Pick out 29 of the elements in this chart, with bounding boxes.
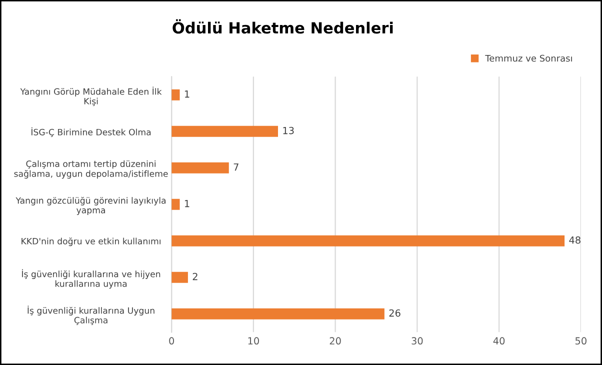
- bar: [172, 162, 229, 174]
- bar: [172, 198, 180, 210]
- data-label: 1: [184, 90, 190, 98]
- data-label: 26: [389, 309, 400, 317]
- x-tick-label: 20: [330, 337, 341, 345]
- y-tick-label: KKD'nin doğru ve etkin kullanımı: [22, 238, 160, 246]
- legend-label: Temmuz ve Sonrası: [485, 54, 572, 62]
- x-tick-label: 40: [493, 337, 505, 345]
- data-label: 13: [283, 126, 294, 134]
- y-tick-label: İş güvenliği kurallarına ve hijyen kurallarına uyma: [22, 269, 160, 289]
- data-label: 48: [569, 236, 580, 244]
- y-tick-label: İSG-Ç Birimine Destek Olma: [32, 127, 151, 137]
- chart-title: Ödülü Haketme Nedenleri: [172, 19, 393, 34]
- bar: [172, 235, 565, 246]
- bar: [172, 308, 384, 320]
- x-tick-label: 10: [248, 337, 259, 345]
- x-tick-label: 0: [169, 337, 174, 345]
- x-tick-label: 50: [575, 337, 586, 345]
- x-tick-label: 30: [412, 337, 423, 345]
- bar: [172, 89, 180, 100]
- y-tick-label: İş güvenliği kurallarına Uygun Çalışma: [28, 306, 154, 325]
- data-label: 2: [192, 272, 198, 280]
- bar: [172, 126, 278, 137]
- y-tick-label: Yangın gözcülüğü görevini layıkıyla yapma: [16, 196, 166, 216]
- bar: [172, 272, 188, 283]
- data-label: 1: [184, 200, 190, 208]
- y-tick-label: Yangını Görüp Müdahale Eden İlk Kişi: [20, 86, 162, 106]
- y-tick-label: Çalışma ortamı tertip düzenini sağlama, uygun depolama/istifleme: [14, 160, 168, 179]
- data-label: 7: [234, 163, 238, 171]
